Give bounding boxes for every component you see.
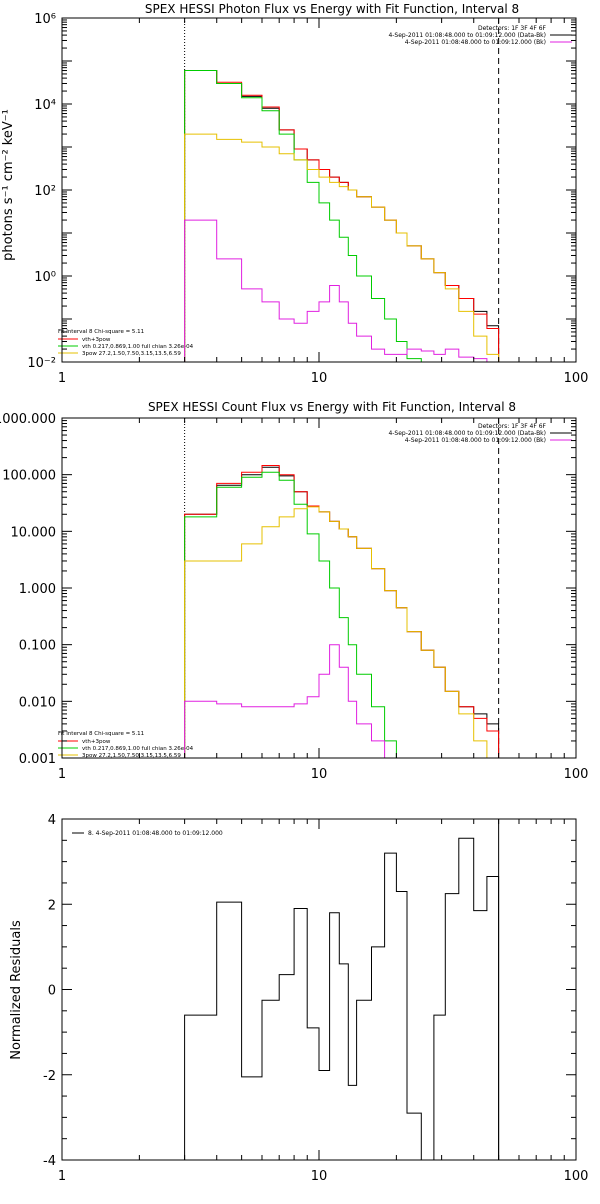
series-bk bbox=[184, 644, 499, 758]
series-residuals bbox=[184, 837, 500, 1160]
y-tick-label: -2 bbox=[43, 1069, 56, 1084]
y-tick-label: 10² bbox=[34, 184, 56, 199]
bk-interval-label: 4-Sep-2011 01:08:48.000 to 01:09:12.000 … bbox=[405, 437, 546, 444]
fit-info-line-3: vth 0.217,0.869,1.00 full chian 3.26e-04 bbox=[82, 344, 194, 350]
y-tick-label: 100.000 bbox=[2, 469, 56, 484]
series-vth bbox=[184, 70, 499, 362]
x-tick-label: 100 bbox=[564, 371, 589, 386]
fit-info-line-1: Fit Interval 8 Chi-square = 5.11 bbox=[58, 731, 144, 737]
y-tick-label: 10⁶ bbox=[34, 12, 56, 27]
panel-title: SPEX HESSI Count Flux vs Energy with Fit… bbox=[148, 400, 516, 414]
y-tick-label: 10⁻² bbox=[27, 356, 56, 371]
y-tick-label: 4 bbox=[48, 813, 56, 828]
y-tick-label: 10.000 bbox=[11, 525, 57, 540]
y-tick-label: 0.001 bbox=[19, 752, 56, 767]
series-data-bk bbox=[184, 466, 500, 758]
count-flux-panel: SPEX HESSI Count Flux vs Energy with Fit… bbox=[0, 400, 588, 782]
detectors-label: Detectors: 1F 3F 4F 6F bbox=[478, 25, 547, 32]
y-tick-label: 10⁴ bbox=[34, 98, 56, 113]
fit-info-line-3: vth 0.217,0.869,1.00 full chian 3.26e-04 bbox=[82, 746, 194, 752]
x-tick-label: 10 bbox=[311, 767, 328, 782]
header-block: Detectors: 1F 3F 4F 6F 4-Sep-2011 01:08:… bbox=[388, 25, 572, 46]
series-vth bbox=[184, 471, 499, 758]
y-tick-label: 2 bbox=[48, 898, 56, 913]
fit-info-line-1: Fit Interval 8 Chi-square = 5.11 bbox=[58, 329, 144, 335]
bk-interval-label: 4-Sep-2011 01:08:48.000 to 01:09:12.000 … bbox=[405, 39, 546, 46]
series-3pow bbox=[184, 133, 500, 362]
series-data-bk bbox=[184, 70, 500, 362]
y-tick-label: 1000.000 bbox=[0, 412, 56, 427]
x-tick-label: 1 bbox=[58, 371, 66, 386]
y-axis-label: Normalized Residuals bbox=[9, 920, 24, 1060]
fit-info-block: Fit Interval 8 Chi-square = 5.11 vth+3po… bbox=[58, 731, 194, 759]
series-3pow bbox=[184, 506, 499, 758]
data-bk-interval-label: 4-Sep-2011 01:08:48.000 to 01:09:12.000 … bbox=[388, 430, 546, 437]
x-tick-label: 1 bbox=[58, 767, 66, 782]
data-bk-interval-label: 4-Sep-2011 01:08:48.000 to 01:09:12.000 … bbox=[388, 32, 546, 39]
x-tick-label: 1 bbox=[58, 1169, 66, 1184]
fit-info-line-2: vth+3pow bbox=[82, 337, 111, 343]
fit-info-line-4: 3pow 27.2,1.50,7.50,3.15,13.5,6.59 bbox=[82, 753, 181, 759]
x-tick-label: 100 bbox=[564, 767, 589, 782]
fit-info-line-4: 3pow 27.2,1.50,7.50,3.15,13.5,6.59 bbox=[82, 351, 181, 357]
residuals-legend: 8. 4-Sep-2011 01:08:48.000 to 01:09:12.0… bbox=[72, 830, 223, 837]
photon-flux-panel: SPEX HESSI Photon Flux vs Energy with Fi… bbox=[1, 2, 588, 386]
series-bk bbox=[184, 219, 499, 362]
panel-title: SPEX HESSI Photon Flux vs Energy with Fi… bbox=[145, 2, 519, 16]
x-tick-label: 100 bbox=[564, 1169, 589, 1184]
x-tick-label: 10 bbox=[311, 371, 328, 386]
header-block: Detectors: 1F 3F 4F 6F 4-Sep-2011 01:08:… bbox=[388, 423, 572, 444]
y-tick-label: 0.010 bbox=[19, 695, 56, 710]
fit-info-block: Fit Interval 8 Chi-square = 5.11 vth+3po… bbox=[58, 329, 194, 357]
series-vth-3pow bbox=[184, 70, 500, 362]
detectors-label: Detectors: 1F 3F 4F 6F bbox=[478, 423, 547, 430]
residuals-panel: Normalized Residuals 8. 4-Sep-2011 01:08… bbox=[9, 813, 588, 1184]
y-tick-label: 0 bbox=[48, 984, 56, 999]
series-vth-3pow bbox=[184, 465, 500, 758]
fit-info-line-2: vth+3pow bbox=[82, 739, 111, 745]
residuals-legend-label: 8. 4-Sep-2011 01:08:48.000 to 01:09:12.0… bbox=[88, 830, 223, 837]
y-axis-label: photons s⁻¹ cm⁻² keV⁻¹ bbox=[1, 109, 16, 261]
x-tick-label: 10 bbox=[311, 1169, 328, 1184]
y-tick-label: 0.100 bbox=[19, 639, 56, 654]
y-tick-label: -4 bbox=[43, 1154, 56, 1169]
y-tick-label: 1.000 bbox=[19, 582, 56, 597]
y-tick-label: 10⁰ bbox=[34, 270, 56, 285]
